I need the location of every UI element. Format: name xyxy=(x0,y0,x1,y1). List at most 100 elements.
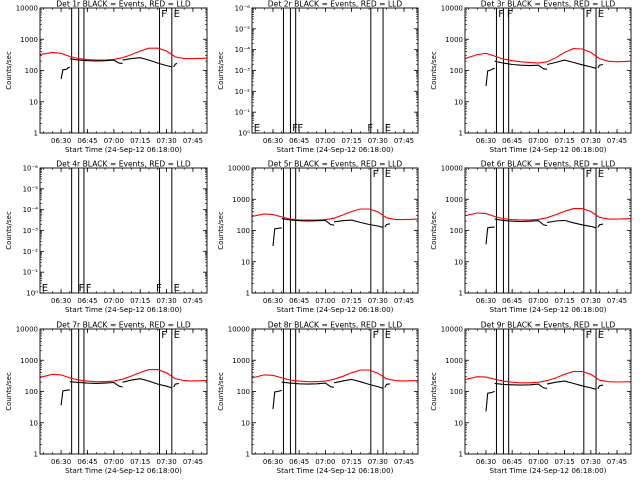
y-tick-label: 10⁻² xyxy=(235,88,251,96)
x-axis-label: Start Time (24-Sep-12 06:18:00) xyxy=(65,305,182,314)
x-tick-label: 07:00 xyxy=(104,458,124,466)
events-rate-line xyxy=(69,381,123,388)
y-tick-label: 10⁰ xyxy=(26,290,38,298)
events-rate-line xyxy=(384,383,391,388)
panel-data xyxy=(465,329,631,454)
events-rate-line xyxy=(485,67,495,87)
y-axis-label: Counts/sec xyxy=(430,51,438,90)
x-tick-label: 06:30 xyxy=(51,297,71,305)
y-tick-label: 10⁻¹ xyxy=(23,269,39,277)
events-rate-line xyxy=(485,390,495,412)
x-tick-label: 06:30 xyxy=(476,458,496,466)
panel-data xyxy=(465,168,631,293)
x-tick-label: 07:45 xyxy=(607,137,627,145)
y-tick-label: 100 xyxy=(237,388,250,396)
x-tick-label: 07:30 xyxy=(156,137,176,145)
x-tick-label: 07:15 xyxy=(130,458,150,466)
x-tick-label: 07:00 xyxy=(104,297,124,305)
y-tick-label: 10⁰ xyxy=(238,130,250,138)
panel-data xyxy=(71,168,173,293)
mode-marker-label: F xyxy=(586,9,592,20)
y-axis-label: Counts/sec xyxy=(430,372,438,411)
y-tick-label: 10⁻⁵ xyxy=(235,25,251,33)
x-tick-label: 07:15 xyxy=(130,137,150,145)
x-tick-label: 06:45 xyxy=(502,137,522,145)
x-tick-label: 06:30 xyxy=(51,458,71,466)
x-tick-label: 06:30 xyxy=(476,137,496,145)
events-rate-line xyxy=(281,218,335,226)
x-tick-label: 07:00 xyxy=(315,458,335,466)
x-tick-label: 07:45 xyxy=(394,137,414,145)
mode-marker-label: F xyxy=(586,169,592,180)
mode-marker-label: E xyxy=(598,9,604,20)
y-tick-label: 100 xyxy=(25,67,38,75)
events-rate-line xyxy=(122,57,172,68)
panel-title: Det 3r BLACK = Events, RED = LLD xyxy=(481,0,616,9)
detector-panel-1: Det 1r BLACK = Events, RED = LLD 1 10 100 10… xyxy=(5,0,208,154)
x-tick-label: 07:45 xyxy=(183,297,203,305)
x-tick-label: 06:45 xyxy=(77,137,97,145)
panel-title: Det 6r BLACK = Events, RED = LLD xyxy=(481,160,616,169)
panel-title: Det 1r BLACK = Events, RED = LLD xyxy=(56,0,191,9)
events-rate-line xyxy=(60,66,71,80)
y-tick-label: 100 xyxy=(450,227,463,235)
y-tick-label: 10⁻³ xyxy=(23,227,39,235)
mode-marker-label: F xyxy=(507,9,513,20)
y-tick-label: 1 xyxy=(34,451,38,459)
x-axis-label: Start Time (24-Sep-12 06:18:00) xyxy=(277,466,394,475)
y-tick-label: 10⁻⁴ xyxy=(23,206,39,214)
x-tick-label: 07:45 xyxy=(607,458,627,466)
mode-marker-label: E xyxy=(174,330,180,341)
detector-panel-8: Det 8r BLACK = Events, RED = LLD 1 10 100 10… xyxy=(217,321,419,475)
detector-panel-7: Det 7r BLACK = Events, RED = LLD 1 10 100 10… xyxy=(5,321,208,475)
lld-rate-line xyxy=(252,208,418,221)
x-tick-label: 07:15 xyxy=(130,297,150,305)
x-tick-label: 07:15 xyxy=(342,137,362,145)
mode-marker-label: F xyxy=(367,123,373,134)
mode-marker-label: E xyxy=(385,123,391,134)
events-rate-line xyxy=(485,226,495,245)
y-tick-label: 10000 xyxy=(16,5,38,13)
mode-marker-label: E xyxy=(174,283,180,294)
panel-data xyxy=(282,8,384,133)
plot-frame xyxy=(464,167,632,294)
events-rate-line xyxy=(69,58,123,64)
y-tick-label: 1000 xyxy=(445,196,463,204)
y-tick-label: 1 xyxy=(459,451,463,459)
y-axis-label: Counts/sec xyxy=(5,51,13,90)
x-tick-label: 07:45 xyxy=(607,297,627,305)
x-tick-label: 06:30 xyxy=(476,297,496,305)
mode-marker-label: F xyxy=(292,123,298,134)
x-tick-label: 07:30 xyxy=(368,297,388,305)
lld-rate-line xyxy=(252,369,418,383)
x-tick-label: 07:45 xyxy=(183,137,203,145)
y-axis-label: Counts/sec xyxy=(5,372,13,411)
plot-frame xyxy=(251,167,419,294)
events-rate-line xyxy=(494,218,548,227)
x-axis-label: Start Time (24-Sep-12 06:18:00) xyxy=(277,305,394,314)
panel-title: Det 8r BLACK = Events, RED = LLD xyxy=(268,321,403,330)
mode-marker-label: F xyxy=(156,283,162,294)
x-tick-label: 06:45 xyxy=(77,297,97,305)
events-rate-line xyxy=(173,382,180,388)
y-tick-label: 10000 xyxy=(228,326,250,334)
y-tick-label: 10000 xyxy=(16,326,38,334)
plot-frame xyxy=(39,167,208,294)
y-axis-label: Counts/sec xyxy=(217,211,225,250)
x-tick-label: 06:30 xyxy=(51,137,71,145)
y-tick-label: 10⁻¹ xyxy=(235,109,251,117)
events-rate-line xyxy=(272,227,282,247)
y-tick-label: 100 xyxy=(450,388,463,396)
y-tick-label: 10000 xyxy=(441,326,463,334)
mode-marker-label: F xyxy=(161,330,167,341)
y-axis-label: Counts/sec xyxy=(5,211,13,250)
events-rate-line xyxy=(597,384,604,390)
x-tick-label: 07:45 xyxy=(394,458,414,466)
x-axis-label: Start Time (24-Sep-12 06:18:00) xyxy=(490,466,607,475)
y-axis-label: Counts/sec xyxy=(430,211,438,250)
events-rate-line xyxy=(122,378,172,389)
x-tick-label: 07:30 xyxy=(581,297,601,305)
panel-title: Det 4r BLACK = Events, RED = LLD xyxy=(56,160,191,169)
plot-frame xyxy=(464,7,632,134)
